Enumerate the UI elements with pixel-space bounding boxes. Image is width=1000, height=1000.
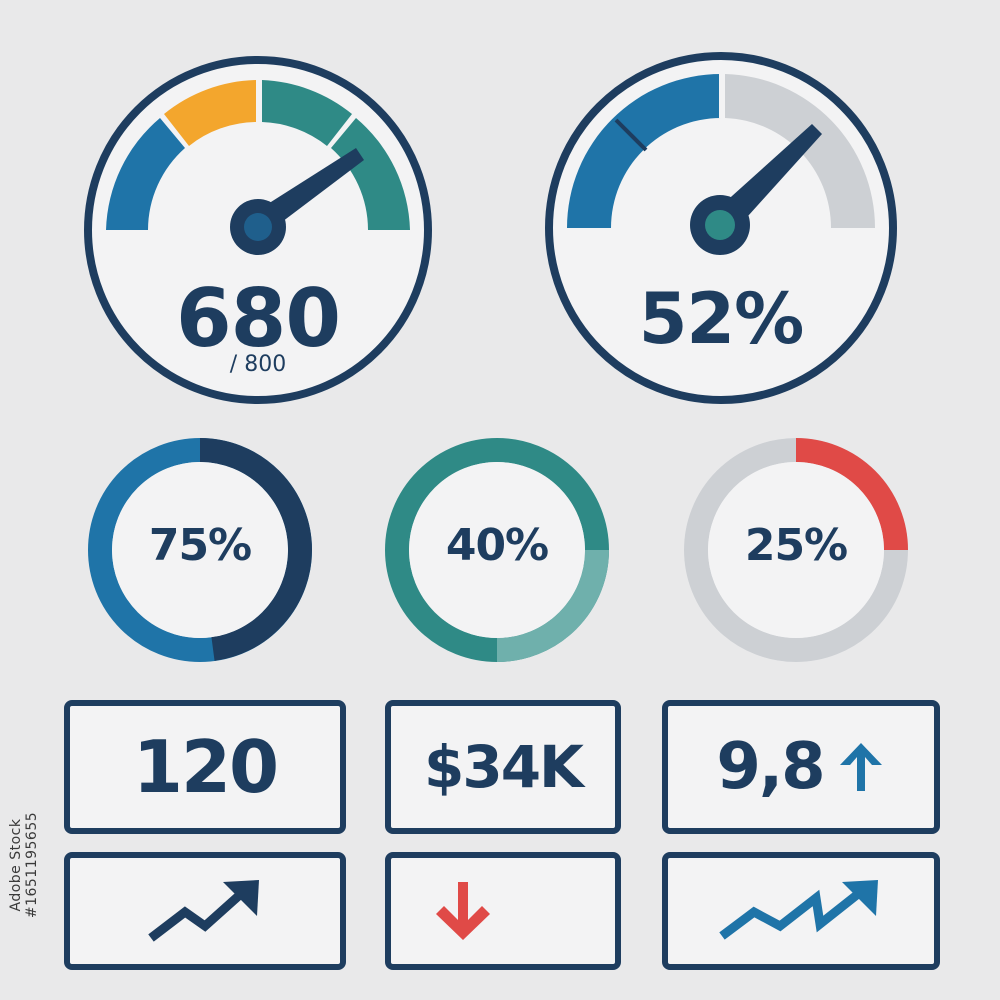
ring-2-label: 40% bbox=[445, 520, 549, 571]
ring-arc-dark bbox=[199, 438, 313, 661]
kpi-value: 120 bbox=[132, 725, 279, 809]
trend-card-2 bbox=[385, 852, 621, 970]
gauge-segment-blue bbox=[106, 118, 185, 230]
kpi-card-2: $34K bbox=[385, 700, 621, 834]
trend-card-3 bbox=[662, 852, 940, 970]
arrow-up-icon bbox=[839, 743, 882, 791]
gauge-1-max: / 800 bbox=[229, 352, 287, 377]
gauge-1-value: 680 bbox=[176, 272, 341, 365]
trend-up-icon bbox=[719, 880, 878, 940]
kpi-value: 9,8 bbox=[716, 730, 825, 804]
kpi-value: $34K bbox=[423, 733, 584, 801]
progress-ring-75 bbox=[88, 438, 313, 662]
arrow-down-icon bbox=[436, 882, 490, 940]
progress-ring-40 bbox=[385, 438, 609, 662]
kpi-card-1: 120 bbox=[64, 700, 346, 834]
kpi-card-3: 9,8 bbox=[662, 700, 940, 834]
gauge-2-value: 52% bbox=[638, 278, 805, 360]
ring-arc-light bbox=[496, 549, 609, 662]
stock-id: 1651195655 bbox=[24, 811, 40, 906]
gauge-segment-gray bbox=[567, 74, 721, 228]
gauge-segment-teal-2 bbox=[331, 118, 410, 230]
site-label: Adobe Stock bbox=[8, 818, 24, 912]
percent-gauge bbox=[545, 52, 897, 404]
gauge-segment-orange bbox=[164, 80, 256, 146]
ring-1-label: 75% bbox=[148, 520, 252, 571]
ring-arc-red bbox=[795, 438, 908, 551]
stock-id-label: Adobe Stock #1651195655 bbox=[8, 811, 40, 919]
trend-up-icon bbox=[148, 880, 259, 942]
gauge-segment-teal bbox=[262, 80, 352, 146]
trend-card-1 bbox=[64, 852, 346, 970]
progress-ring-25 bbox=[684, 438, 908, 662]
score-gauge bbox=[84, 56, 432, 404]
ring-3-label: 25% bbox=[744, 520, 848, 571]
